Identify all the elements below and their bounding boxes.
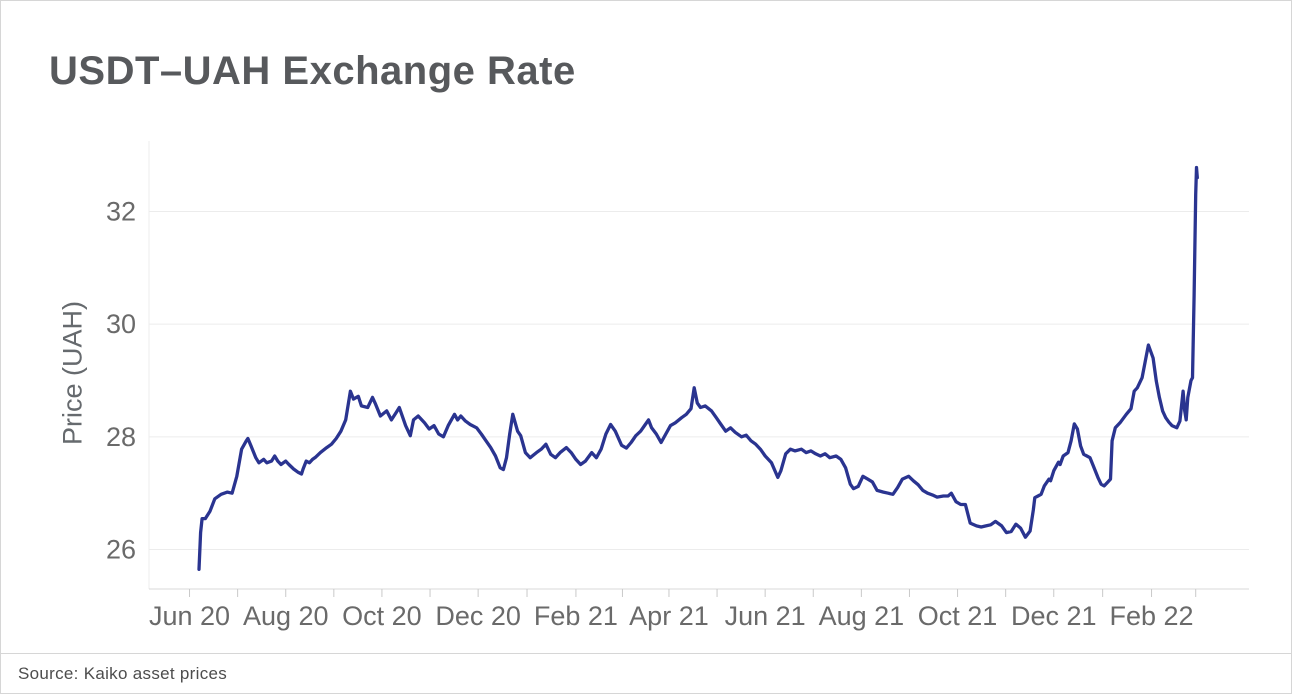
source-text: Source: Kaiko asset prices xyxy=(18,663,228,683)
x-tick-label: Feb 21 xyxy=(534,601,618,631)
x-tick-label: Feb 22 xyxy=(1110,601,1194,631)
x-tick-label: Dec 21 xyxy=(1011,601,1097,631)
x-tick-label: Jun 21 xyxy=(725,601,806,631)
x-tick-label: Jun 20 xyxy=(149,601,230,631)
y-tick-label: 30 xyxy=(106,309,136,339)
series-line-usdt-uah xyxy=(197,165,1199,571)
x-tick-label: Oct 20 xyxy=(342,601,422,631)
y-tick-label: 28 xyxy=(106,422,136,452)
y-tick-label: 32 xyxy=(106,196,136,226)
chart-title: USDT–UAH Exchange Rate xyxy=(49,49,576,93)
x-tick-label: Oct 21 xyxy=(918,601,998,631)
x-tick-label: Dec 20 xyxy=(435,601,521,631)
x-tick-label: Apr 21 xyxy=(629,601,709,631)
chart-footer: Source: Kaiko asset prices xyxy=(1,653,1291,693)
x-tick-label: Aug 21 xyxy=(819,601,905,631)
x-tick-label: Aug 20 xyxy=(243,601,329,631)
y-tick-label: 26 xyxy=(106,535,136,565)
